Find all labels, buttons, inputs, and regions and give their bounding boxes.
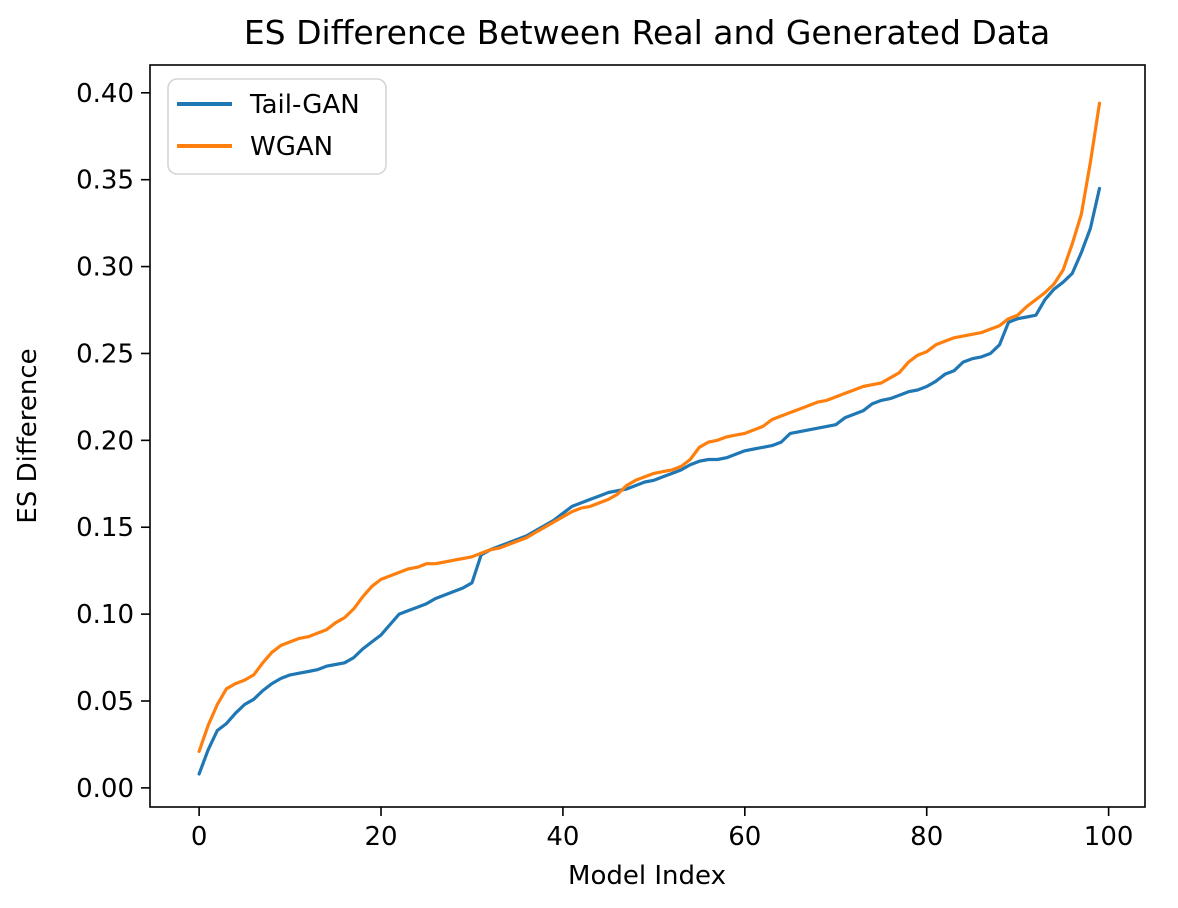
y-tick-label: 0.10	[76, 600, 134, 630]
x-axis-label: Model Index	[568, 861, 726, 891]
x-tick-label: 0	[191, 822, 208, 852]
x-tick-label: 20	[364, 822, 397, 852]
plot-area	[149, 64, 1146, 808]
y-tick-label: 0.40	[76, 79, 134, 109]
legend-label-tailgan: Tail-GAN	[249, 90, 360, 120]
y-axis-label: ES Difference	[13, 348, 43, 523]
y-tick-label: 0.25	[76, 339, 134, 369]
x-tick-label: 60	[728, 822, 761, 852]
x-tick-label: 80	[910, 822, 943, 852]
y-tick-label: 0.15	[76, 513, 134, 543]
x-tick-label: 100	[1084, 822, 1134, 852]
y-axis-ticks: 0.00 0.05 0.10 0.15 0.20 0.25 0.30 0.35 0.40	[76, 79, 150, 804]
x-axis-ticks: 0 20 40 60 80 100	[191, 807, 1134, 852]
y-tick-label: 0.20	[76, 426, 134, 456]
y-tick-label: 0.00	[76, 774, 134, 804]
series-line-tail-gan	[197, 186, 1102, 776]
series-lines	[197, 101, 1102, 776]
legend: Tail-GAN WGAN	[167, 78, 387, 175]
legend-label-wgan: WGAN	[250, 132, 333, 162]
chart-title: ES Difference Between Real and Generated…	[244, 13, 1050, 52]
y-tick-label: 0.05	[76, 687, 134, 717]
y-tick-label: 0.35	[76, 166, 134, 196]
series-line-wgan	[197, 101, 1102, 754]
x-tick-label: 40	[546, 822, 579, 852]
y-tick-label: 0.30	[76, 253, 134, 283]
